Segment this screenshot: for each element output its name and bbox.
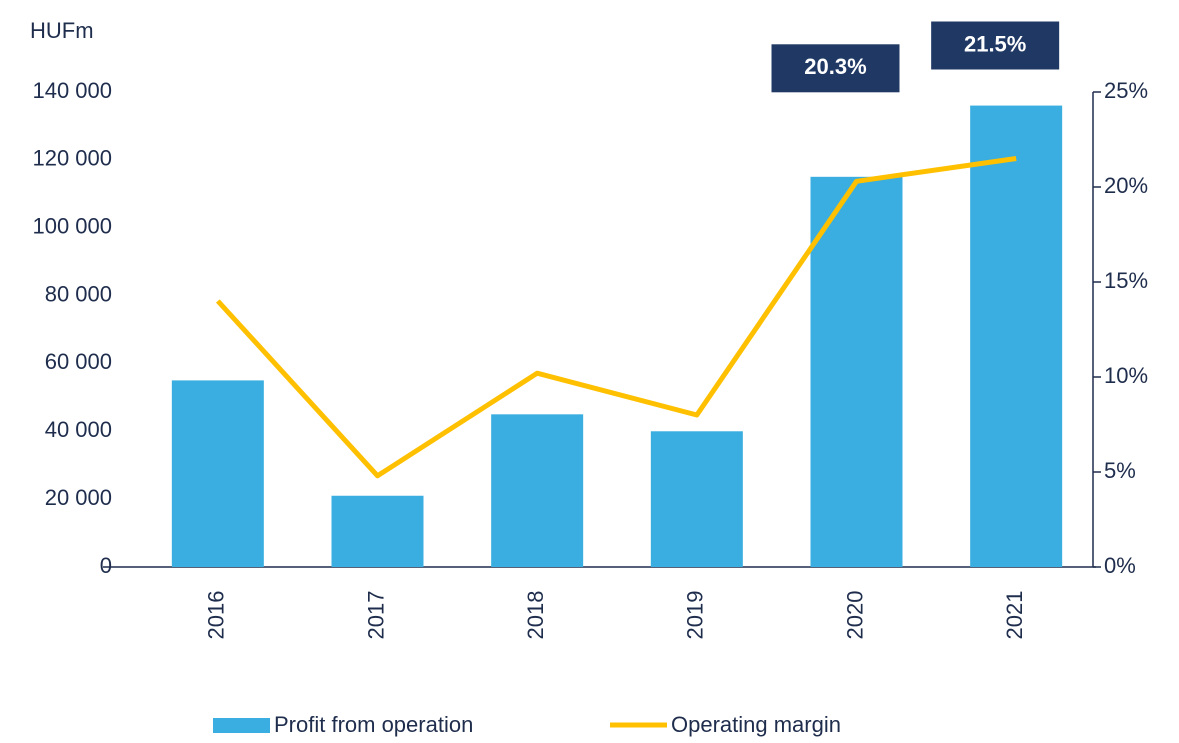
bar [491,414,584,567]
x-tick-label: 2017 [363,591,388,640]
bar [810,176,903,568]
value-label: 21.5% [964,31,1026,56]
y-tick-label: 40 000 [45,417,112,442]
x-tick-label: 2020 [842,591,867,640]
bar [171,380,264,567]
legend-swatch [213,718,270,733]
legend-label: Profit from operation [274,712,473,737]
bar [331,495,424,567]
y2-tick-label: 0% [1104,553,1136,578]
value-label-box [931,21,1060,70]
legend-label: Operating margin [671,712,841,737]
y2-tick-label: 20% [1104,173,1148,198]
y-tick-label: 120 000 [32,146,112,171]
x-tick-label: 2021 [1002,591,1027,640]
line [215,156,1017,479]
x-tick-label: 2016 [204,591,229,640]
y2-tick-label: 15% [1104,268,1148,293]
y-tick-label: 100 000 [32,214,112,239]
value-label-box [771,44,900,93]
y-tick-label: 20 000 [45,485,112,510]
y2-tick-label: 5% [1104,458,1136,483]
y2-tick-label: 25% [1104,78,1148,103]
x-tick-label: 2019 [683,591,708,640]
y2-tick-label: 10% [1104,363,1148,388]
value-label: 20.3% [804,54,866,79]
y-tick-label: 60 000 [45,349,112,374]
y-axis-unit: HUFm [30,18,94,43]
y-tick-label: 140 000 [32,78,112,103]
y-tick-label: 80 000 [45,281,112,306]
x-tick-label: 2018 [523,591,548,640]
bar [650,431,743,567]
bar [970,105,1063,568]
y-tick-label: 0 [100,553,112,578]
